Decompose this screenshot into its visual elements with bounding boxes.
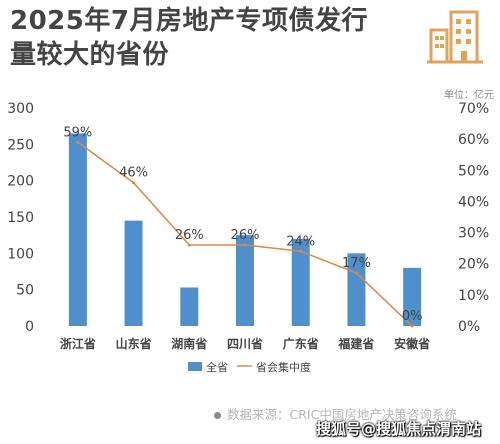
legend-bar-label: 全省	[206, 360, 228, 374]
y-right-tick-label: 30%	[458, 226, 489, 242]
line-point	[243, 243, 247, 247]
y-right-tick-label: 10%	[458, 288, 489, 304]
bar	[403, 267, 422, 326]
bar	[291, 238, 310, 326]
category-label: 浙江省	[60, 336, 96, 351]
y-right-tick-label: 20%	[458, 257, 489, 273]
bar	[124, 220, 143, 326]
y-left-tick-label: 50	[16, 283, 34, 299]
y-left-tick-label: 100	[7, 246, 34, 262]
data-label: 26%	[231, 228, 260, 243]
category-label: 广东省	[283, 336, 319, 351]
legend-bar-swatch	[188, 362, 202, 371]
category-label: 四川省	[227, 336, 263, 351]
source-bullet-icon	[214, 412, 221, 419]
y-right-tick-label: 50%	[458, 163, 489, 179]
category-label: 安徽省	[394, 336, 430, 351]
category-label: 福建省	[337, 336, 374, 351]
line-point	[132, 181, 136, 185]
data-label: 17%	[342, 256, 371, 271]
y-left-tick-label: 300	[7, 101, 34, 117]
data-label: 59%	[63, 125, 92, 140]
data-source: 数据来源：CRIC中国房地产决策咨询系统	[214, 404, 457, 423]
data-label: 26%	[175, 228, 204, 243]
line-point	[410, 324, 414, 328]
unit-label: 单位：亿元	[444, 88, 494, 101]
chart-title: 2025年7月房地产专项债发行 量较大的省份	[10, 4, 368, 72]
line-point	[187, 243, 191, 247]
category-label: 湖南省	[171, 336, 207, 351]
y-left-tick-label: 0	[25, 319, 34, 335]
watermark: 搜狐号@搜狐焦点渭南站	[316, 420, 482, 438]
y-left-tick-label: 200	[7, 174, 34, 190]
source-text: 数据来源：CRIC中国房地产决策咨询系统	[227, 407, 457, 422]
title-line-1: 2025年7月房地产专项债发行	[10, 6, 368, 36]
bar-line-chart: 单位：亿元 0 50 100 150 200 250 300 0% 10% 20% 30% 40% 5…	[7, 88, 494, 374]
city-buildings-icon	[427, 10, 483, 64]
y-left-tick-label: 250	[7, 137, 34, 153]
legend-line-label: 省会集中度	[256, 360, 311, 374]
y-left-tick-label: 150	[7, 210, 34, 226]
data-label: 0%	[402, 309, 423, 324]
title-line-2: 量较大的省份	[10, 40, 170, 70]
y-right-tick-label: 70%	[458, 101, 489, 117]
line-point	[76, 140, 80, 144]
y-right-tick-label: 0%	[458, 319, 480, 335]
line-point	[354, 271, 358, 275]
category-label: 山东省	[116, 336, 152, 351]
y-right-tick-label: 40%	[458, 194, 489, 210]
bar	[68, 133, 87, 326]
data-label: 46%	[119, 166, 148, 181]
y-right-tick-label: 60%	[458, 132, 489, 148]
bar	[236, 235, 254, 326]
bar	[180, 287, 199, 326]
data-label: 24%	[286, 234, 315, 249]
line-point	[299, 249, 303, 253]
